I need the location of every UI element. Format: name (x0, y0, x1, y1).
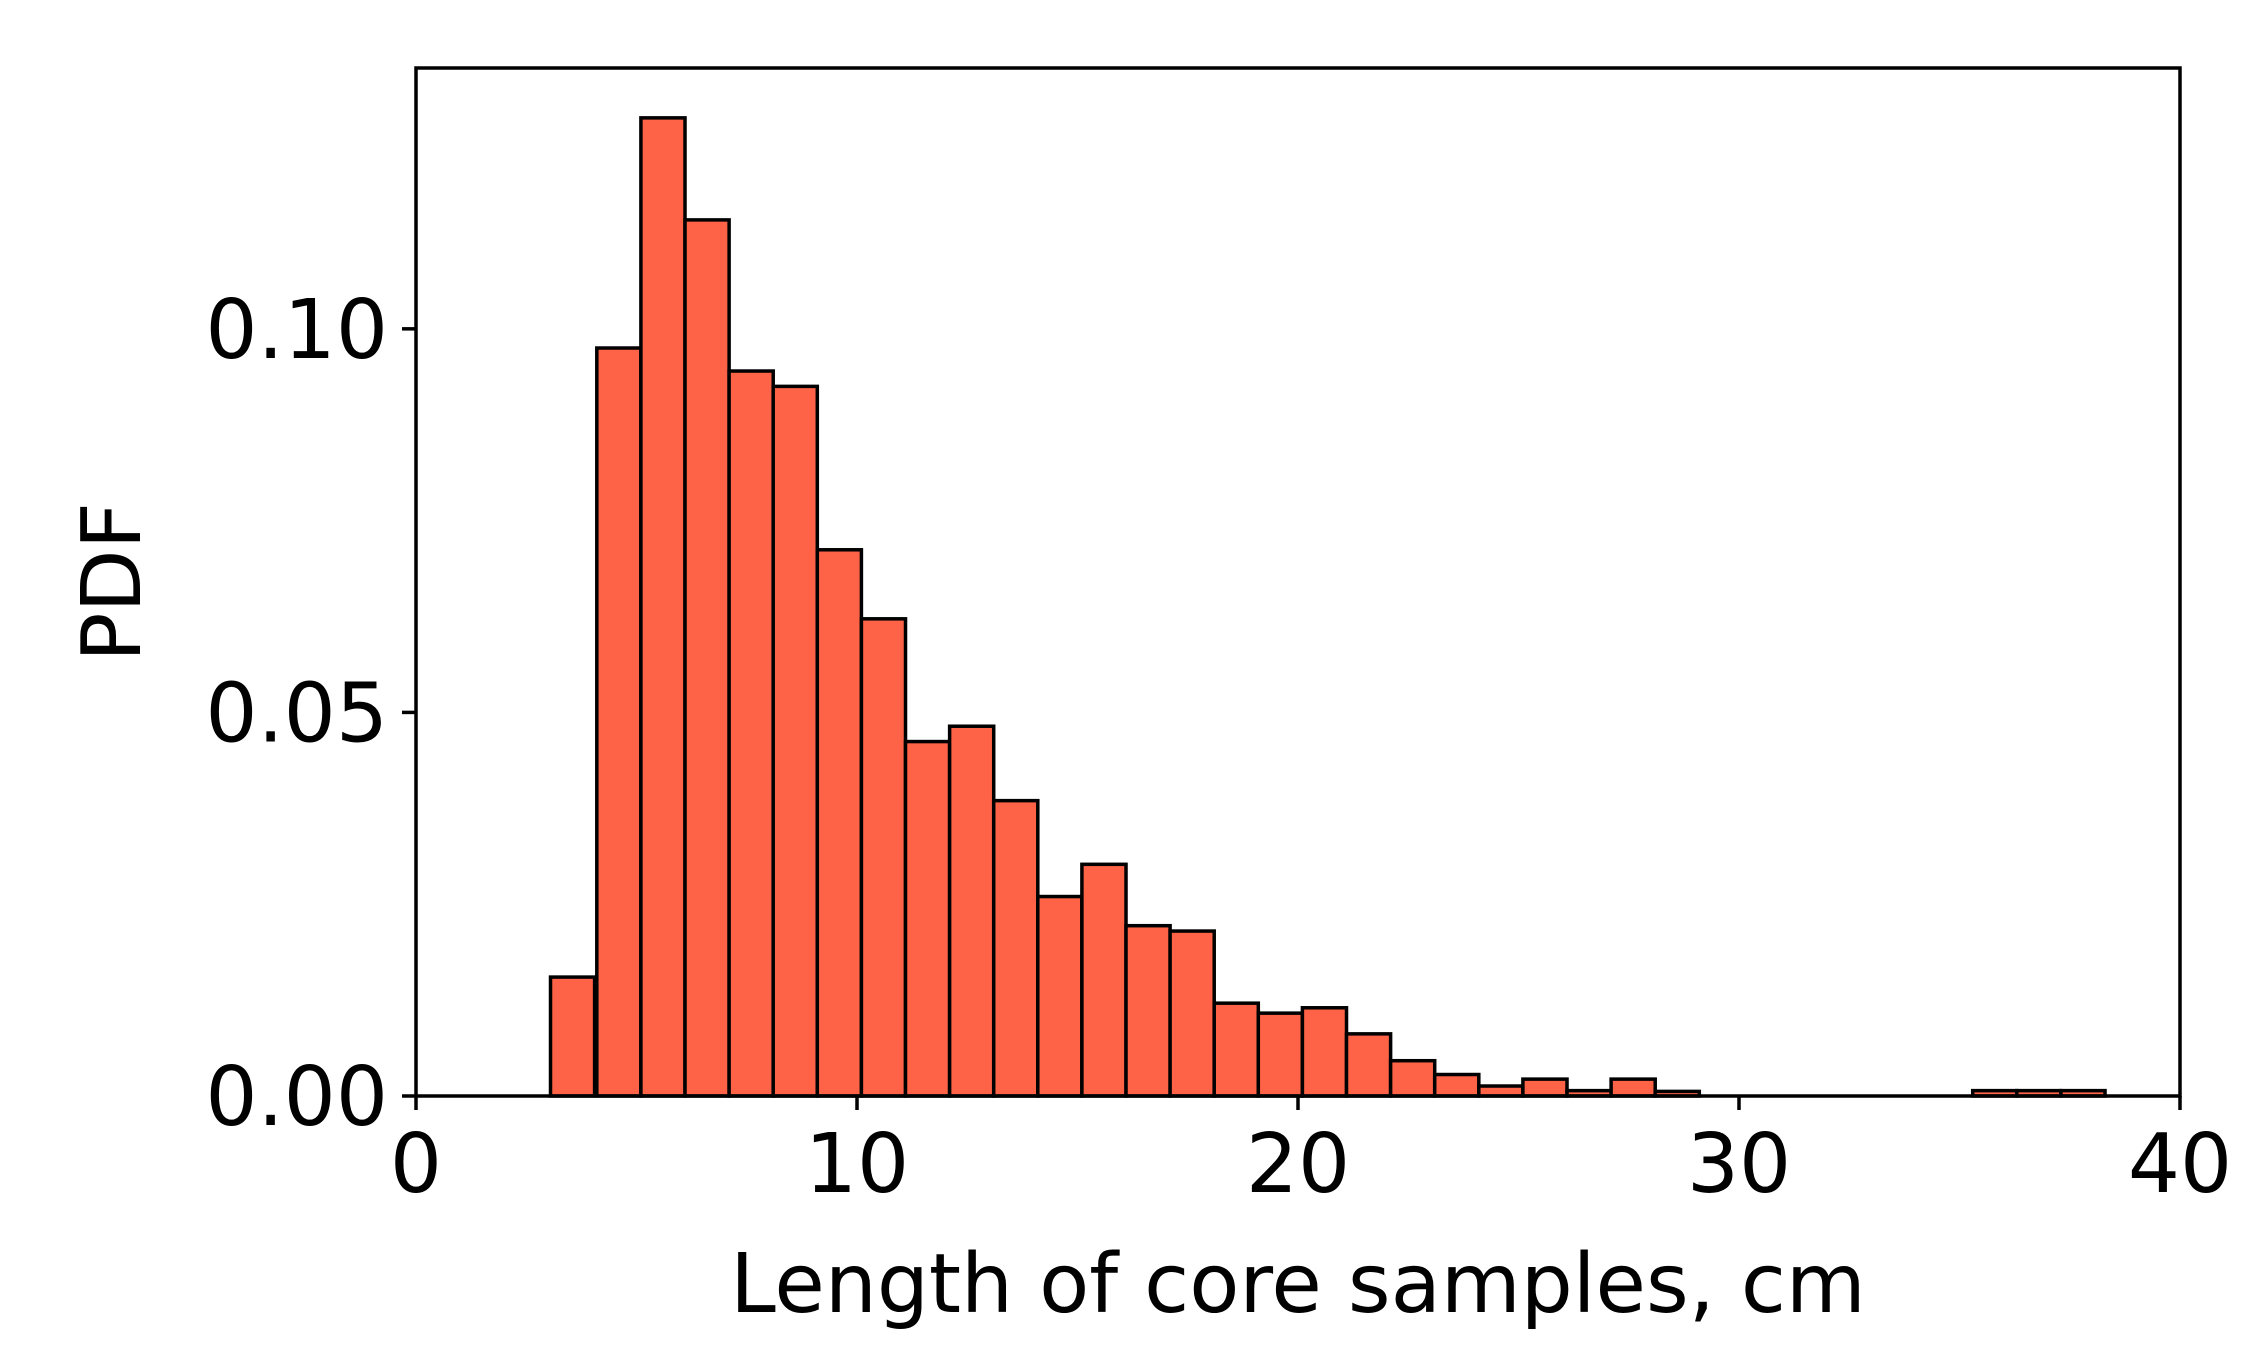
histogram-bar (1300, 1006, 1349, 1098)
histogram-bar (1609, 1077, 1657, 1098)
histogram-bar (1432, 1072, 1481, 1098)
histogram-bar (1036, 894, 1084, 1098)
histogram-bar (771, 384, 820, 1098)
x-tick-label: 0 (390, 1117, 442, 1212)
x-tick-label: 10 (805, 1117, 909, 1212)
histogram-bar (1124, 923, 1172, 1098)
histogram-bar (947, 724, 996, 1098)
ticks: 0 10 20 30 40 0.00 0.05 0.10 (205, 283, 2232, 1212)
x-tick-label: 20 (1246, 1117, 1350, 1212)
y-tick-label: 0.10 (205, 283, 388, 378)
histogram-bar (1344, 1032, 1393, 1098)
y-tick-label: 0.00 (205, 1050, 388, 1145)
y-axis-label: PDF (65, 502, 160, 662)
histogram-bar (859, 617, 908, 1098)
histogram-bar (1521, 1077, 1569, 1098)
histogram-bar (815, 548, 864, 1098)
histogram-bars (548, 116, 2107, 1098)
histogram-bar (595, 346, 643, 1098)
x-tick-label: 40 (2128, 1117, 2232, 1212)
histogram-bar (1212, 1001, 1261, 1098)
x-tick-label: 30 (1687, 1117, 1791, 1212)
histogram-bar (1080, 862, 1128, 1098)
histogram-bar (683, 218, 731, 1098)
histogram-bar (903, 739, 952, 1098)
histogram-bar (727, 369, 775, 1098)
histogram-bar (548, 975, 597, 1098)
histogram-bar (639, 116, 687, 1098)
histogram-bar (1168, 929, 1216, 1098)
y-tick-label: 0.05 (205, 666, 388, 761)
histogram-bar (991, 798, 1040, 1098)
histogram-bar (1388, 1058, 1437, 1098)
x-axis-label: Length of core samples, cm (730, 1237, 1866, 1332)
histogram-bar (1256, 1011, 1305, 1098)
